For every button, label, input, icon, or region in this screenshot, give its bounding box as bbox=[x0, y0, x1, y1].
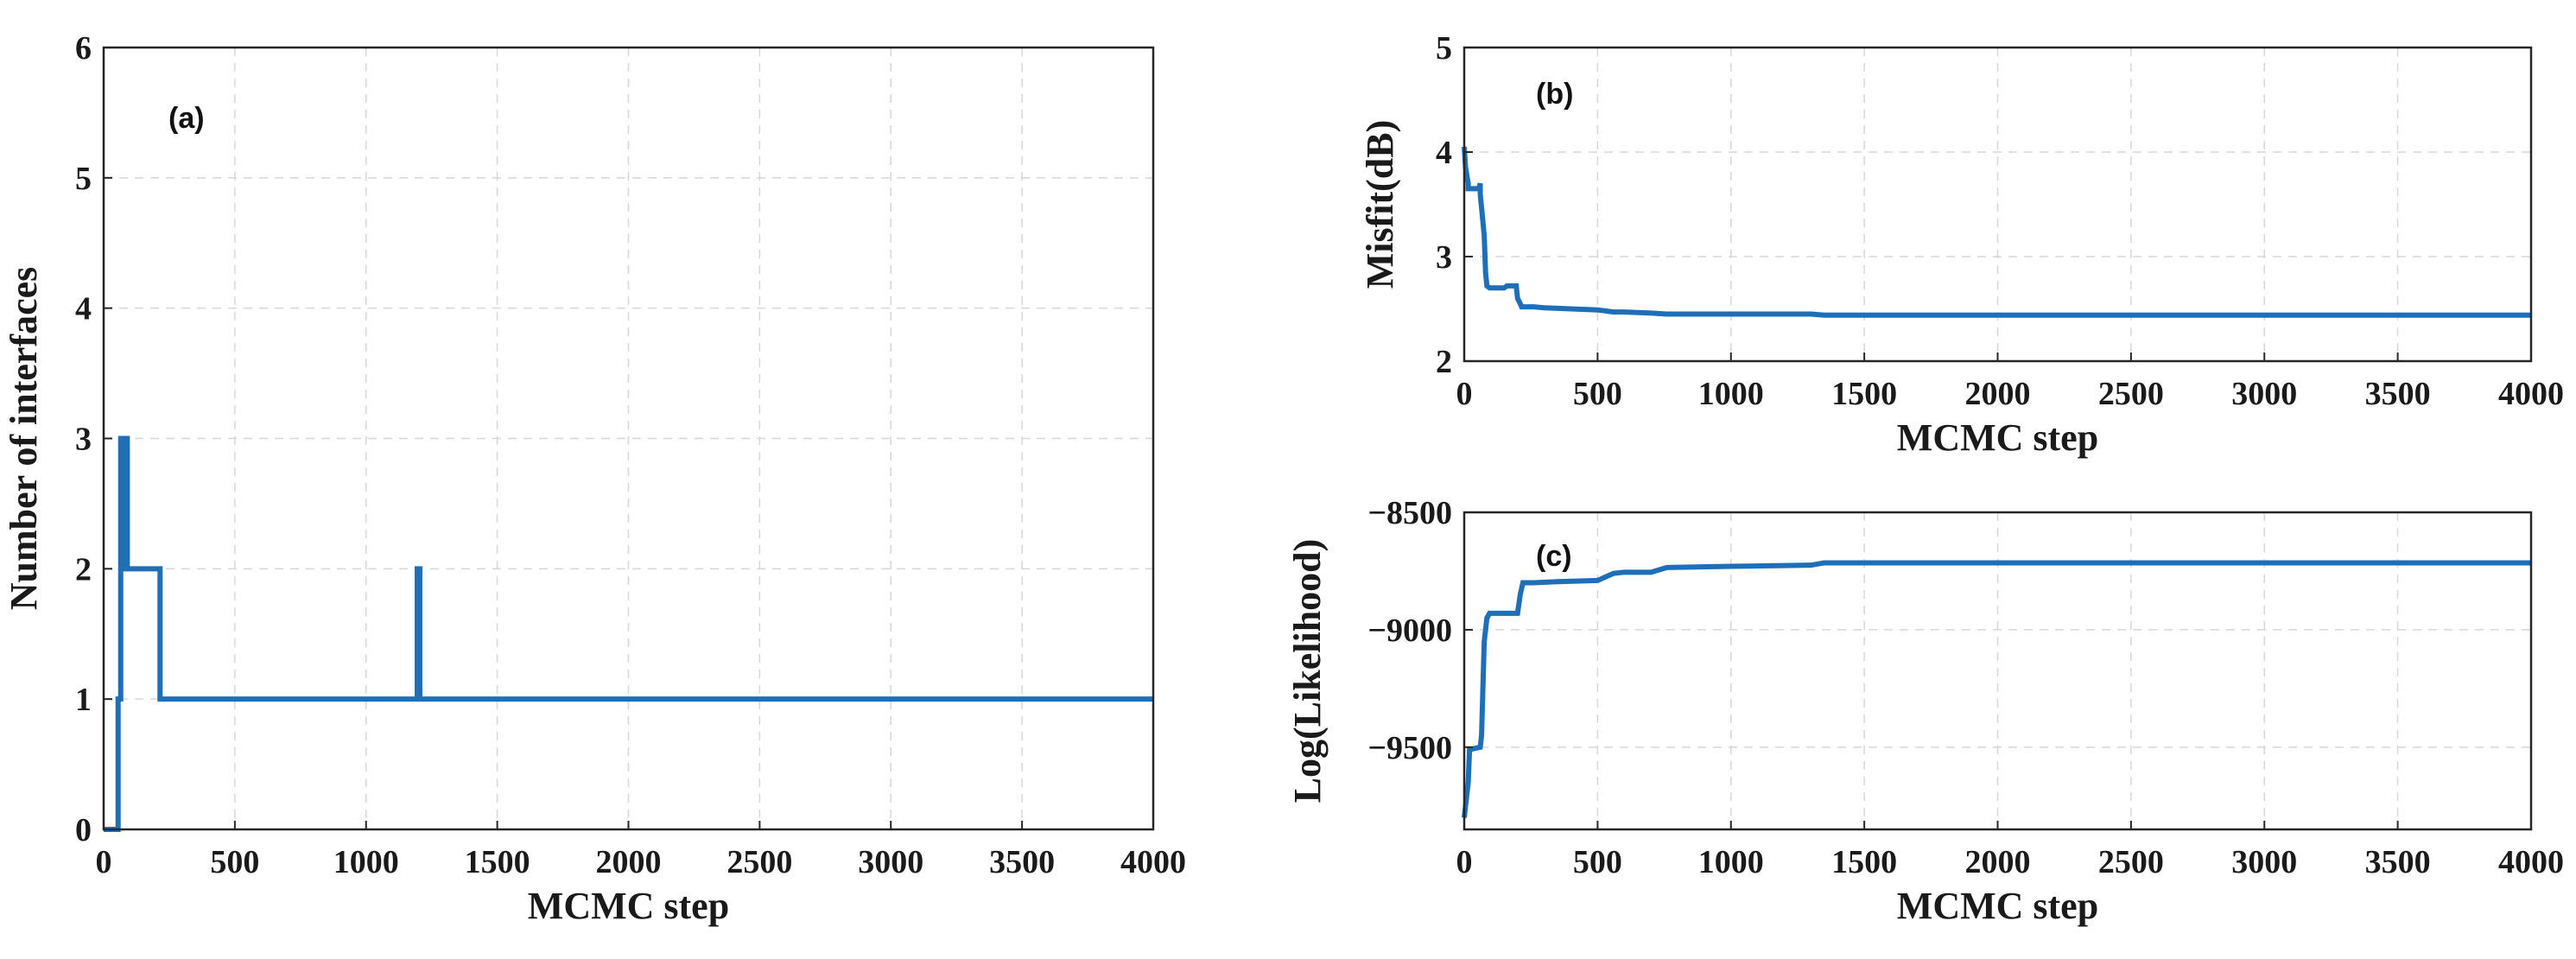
y-tick-label: 6 bbox=[75, 30, 92, 67]
x-axis-label: MCMC step bbox=[528, 885, 729, 927]
x-tick-label: 2000 bbox=[1965, 376, 2031, 412]
x-tick-label: 3000 bbox=[2231, 376, 2297, 412]
x-tick-label: 500 bbox=[1573, 844, 1622, 880]
y-tick-label: 5 bbox=[1436, 30, 1452, 67]
y-tick-label: 3 bbox=[1436, 239, 1452, 276]
y-tick-label: 1 bbox=[75, 682, 92, 718]
y-axis-label: Number of interfaces bbox=[3, 267, 45, 611]
y-tick-label: 2 bbox=[1436, 344, 1452, 380]
series-line-interfaces bbox=[104, 435, 1153, 832]
panel-c: 0 500 1000 1500 2000 2500 3000 3500 4000 −8500 −90… bbox=[1286, 495, 2564, 927]
x-tick-label: 500 bbox=[1573, 376, 1622, 412]
x-tick-label: 1500 bbox=[1831, 844, 1897, 880]
x-tick-label: 1500 bbox=[465, 844, 530, 880]
series-line-misfit bbox=[1462, 146, 2531, 318]
y-tick-label: 3 bbox=[75, 422, 92, 458]
series-line-log-likelihood bbox=[1462, 560, 2531, 818]
x-tick-label: 2000 bbox=[1965, 844, 2031, 880]
x-tick-label: 3500 bbox=[2365, 844, 2431, 880]
x-tick-label: 0 bbox=[1456, 844, 1473, 880]
x-tick-label: 3500 bbox=[989, 844, 1055, 880]
x-tick-label: 4000 bbox=[1120, 844, 1186, 880]
x-tick-label: 1000 bbox=[333, 844, 399, 880]
x-tick-label: 3000 bbox=[2231, 844, 2297, 880]
x-tick-label: 3000 bbox=[858, 844, 923, 880]
y-tick-label: 0 bbox=[75, 812, 92, 848]
y-tick-label: 4 bbox=[1436, 135, 1452, 171]
x-tick-label: 1500 bbox=[1831, 376, 1897, 412]
y-tick-label: 5 bbox=[75, 161, 92, 197]
x-tick-label: 2500 bbox=[2098, 376, 2164, 412]
x-tick-label: 1000 bbox=[1698, 844, 1764, 880]
x-tick-label: 2500 bbox=[2098, 844, 2164, 880]
y-tick-label: −9000 bbox=[1367, 613, 1452, 649]
panel-label: (b) bbox=[1536, 78, 1573, 111]
panel-a: 0 500 1000 1500 2000 2500 3000 3500 4000 0 1 2 3 4 5 6 M… bbox=[3, 30, 1186, 927]
x-axis-label: MCMC step bbox=[1897, 416, 2098, 459]
y-tick-label: −9500 bbox=[1367, 730, 1452, 766]
x-tick-label: 3500 bbox=[2365, 376, 2431, 412]
x-tick-label: 0 bbox=[96, 844, 112, 880]
y-axis-label: Log(Likelihood) bbox=[1286, 539, 1329, 803]
x-tick-label: 1000 bbox=[1698, 376, 1764, 412]
x-tick-label: 0 bbox=[1456, 376, 1473, 412]
x-axis-label: MCMC step bbox=[1897, 885, 2098, 927]
x-tick-label: 4000 bbox=[2498, 376, 2564, 412]
y-tick-label: 2 bbox=[75, 551, 92, 587]
y-tick-label: −8500 bbox=[1367, 495, 1452, 531]
y-axis-label: Misfit(dB) bbox=[1359, 120, 1401, 289]
x-tick-label: 2500 bbox=[726, 844, 792, 880]
panel-b: 0 500 1000 1500 2000 2500 3000 3500 4000 2 3 4 5 MCMC… bbox=[1359, 30, 2564, 459]
x-tick-label: 4000 bbox=[2498, 844, 2564, 880]
panel-label: (c) bbox=[1536, 540, 1572, 573]
panel-label: (a) bbox=[168, 102, 205, 135]
x-tick-label: 500 bbox=[210, 844, 259, 880]
y-tick-label: 4 bbox=[75, 291, 92, 327]
x-tick-label: 2000 bbox=[596, 844, 662, 880]
